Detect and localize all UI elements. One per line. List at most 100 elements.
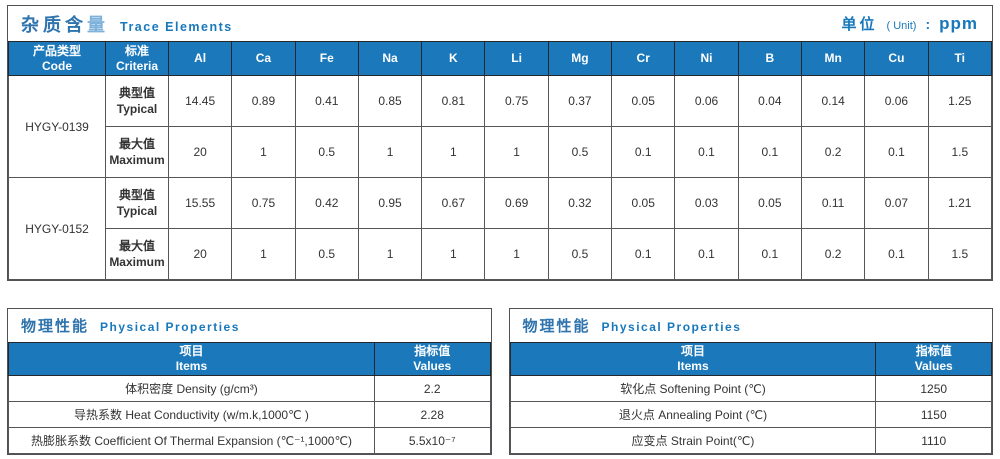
column-header-element: Al — [167, 41, 233, 76]
property-item-cell: 软化点 Softening Point (℃) — [509, 375, 877, 402]
physical-header-row: 项目 Items 指标值 Values — [8, 342, 491, 376]
value-cell: 0.5 — [294, 126, 359, 178]
criteria-zh: 最大值 — [118, 136, 155, 151]
column-header-values-en: Values — [413, 359, 452, 373]
table-row: 应变点 Strain Point(℃) 1110 — [509, 427, 992, 454]
value-cell: 0.5 — [547, 228, 613, 280]
physical-left-table: 项目 Items 指标值 Values 体积密度 Density (g/cm³) 2… — [8, 342, 491, 454]
table-row: 导热系数 Heat Conductivity (w/m.k,1000℃ ) 2.… — [8, 401, 491, 428]
section-title: 物理性能 Physical Properties — [21, 315, 240, 336]
value-cell: 1 — [357, 126, 423, 178]
column-header-element: Ni — [674, 41, 739, 76]
section-title-en: Trace Elements — [120, 19, 233, 34]
section-title: 杂质含量 Trace Elements — [21, 11, 233, 37]
criteria-cell: 典型值 Typical — [105, 177, 169, 229]
property-item-cell: 导热系数 Heat Conductivity (w/m.k,1000℃ ) — [8, 401, 375, 428]
value-cell: 0.06 — [864, 75, 929, 127]
value-cell: 20 — [167, 126, 233, 178]
criteria-cell: 最大值 Maximum — [105, 228, 169, 280]
property-item-cell: 热膨胀系数 Coefficient Of Thermal Expansion (… — [8, 427, 375, 454]
unit-label: 单位 ( Unit) : ppm — [841, 13, 978, 34]
column-header-code-en: Code — [42, 58, 72, 73]
value-cell: 1 — [421, 126, 486, 178]
value-cell: 0.2 — [800, 126, 866, 178]
value-cell: 0.1 — [674, 126, 739, 178]
column-header-items: 项目 Items — [8, 342, 375, 376]
value-cell: 0.81 — [421, 75, 486, 127]
column-header-values-en: Values — [914, 359, 953, 373]
criteria-en: Maximum — [109, 255, 165, 269]
value-cell: 0.05 — [611, 177, 676, 229]
value-cell: 1 — [484, 126, 549, 178]
section-title-en: Physical Properties — [100, 320, 240, 334]
column-header-element: Na — [357, 41, 423, 76]
physical-properties-section-left: 物理性能 Physical Properties 项目 Items 指标值 Valu… — [7, 308, 492, 455]
value-cell: 0.07 — [864, 177, 929, 229]
column-header-code: 产品类型 Code — [8, 41, 106, 76]
trace-elements-title-row: 杂质含量 Trace Elements 单位 ( Unit) : ppm — [8, 6, 992, 41]
value-cell: 1.5 — [927, 228, 993, 280]
value-cell: 0.5 — [294, 228, 359, 280]
column-header-values: 指标值 Values — [875, 342, 992, 376]
value-cell: 0.14 — [800, 75, 866, 127]
physical-properties-row: 物理性能 Physical Properties 项目 Items 指标值 Valu… — [7, 308, 993, 455]
column-header-element: Ti — [927, 41, 993, 76]
property-value-cell: 1150 — [875, 401, 992, 428]
value-cell: 0.1 — [737, 228, 802, 280]
value-cell: 0.05 — [737, 177, 802, 229]
property-value-cell: 5.5x10⁻⁷ — [373, 427, 491, 454]
column-header-element: Cu — [864, 41, 929, 76]
table-row: 最大值 Maximum 20 1 0.5 1 1 1 0.5 0.1 0.1 0.… — [9, 228, 993, 280]
property-value-cell: 1250 — [875, 375, 992, 402]
column-header-values-zh: 指标值 — [915, 344, 952, 358]
unit-colon: : — [925, 16, 931, 32]
unit-label-zh: 单位 — [841, 16, 878, 33]
value-cell: 0.89 — [231, 75, 296, 127]
section-title-zh: 杂质含量 — [21, 11, 109, 37]
value-cell: 0.2 — [800, 228, 866, 280]
value-cell: 0.05 — [611, 75, 676, 127]
section-title-zh: 物理性能 — [21, 318, 90, 335]
value-cell: 0.11 — [800, 177, 866, 229]
column-header-element: Fe — [294, 41, 359, 76]
criteria-zh: 典型值 — [118, 85, 155, 100]
column-header-element: Mg — [547, 41, 613, 76]
criteria-en: Typical — [116, 102, 158, 116]
property-value-cell: 2.28 — [373, 401, 491, 428]
value-cell: 0.69 — [484, 177, 549, 229]
value-cell: 14.45 — [167, 75, 233, 127]
value-cell: 0.95 — [357, 177, 423, 229]
criteria-cell: 最大值 Maximum — [105, 126, 169, 178]
column-header-items-zh: 项目 — [680, 344, 705, 358]
property-value-cell: 1110 — [875, 427, 992, 454]
value-cell: 0.1 — [611, 228, 676, 280]
column-header-items-zh: 项目 — [179, 344, 204, 358]
property-item-cell: 退火点 Annealing Point (℃) — [509, 401, 877, 428]
value-cell: 0.06 — [674, 75, 739, 127]
unit-value: ppm — [939, 14, 978, 33]
section-title-en: Physical Properties — [601, 320, 742, 334]
value-cell: 1.25 — [927, 75, 993, 127]
value-cell: 0.85 — [357, 75, 423, 127]
product-code-cell: HYGY-0152 — [8, 177, 106, 280]
column-header-element: Li — [484, 41, 549, 76]
section-title: 物理性能 Physical Properties — [523, 315, 742, 336]
value-cell: 1 — [421, 228, 486, 280]
value-cell: 0.75 — [231, 177, 296, 229]
value-cell: 0.1 — [674, 228, 739, 280]
table-row: HYGY-0139 典型值 Typical 14.45 0.89 0.41 0.8… — [8, 75, 993, 178]
physical-properties-section-right: 物理性能 Physical Properties 项目 Items 指标值 Valu… — [508, 308, 993, 455]
section-title-zh-accent: 量 — [87, 14, 109, 35]
criteria-zh: 典型值 — [118, 187, 155, 202]
product-code-cell: HYGY-0139 — [8, 75, 106, 178]
value-cell: 0.41 — [294, 75, 359, 127]
property-item-cell: 应变点 Strain Point(℃) — [509, 427, 877, 454]
table-row: 最大值 Maximum 20 1 0.5 1 1 1 0.5 0.1 0.1 0.… — [9, 126, 993, 178]
unit-label-en: ( Unit) — [886, 20, 917, 32]
value-cell: 1 — [357, 228, 423, 280]
value-cell: 0.1 — [864, 228, 929, 280]
value-cell: 15.55 — [167, 177, 233, 229]
column-header-items: 项目 Items — [509, 342, 877, 376]
trace-elements-section: 杂质含量 Trace Elements 单位 ( Unit) : ppm 产品类… — [7, 5, 993, 281]
trace-elements-table: 产品类型 Code 标准 Criteria Al Ca Fe Na K Li Mg … — [8, 41, 993, 280]
